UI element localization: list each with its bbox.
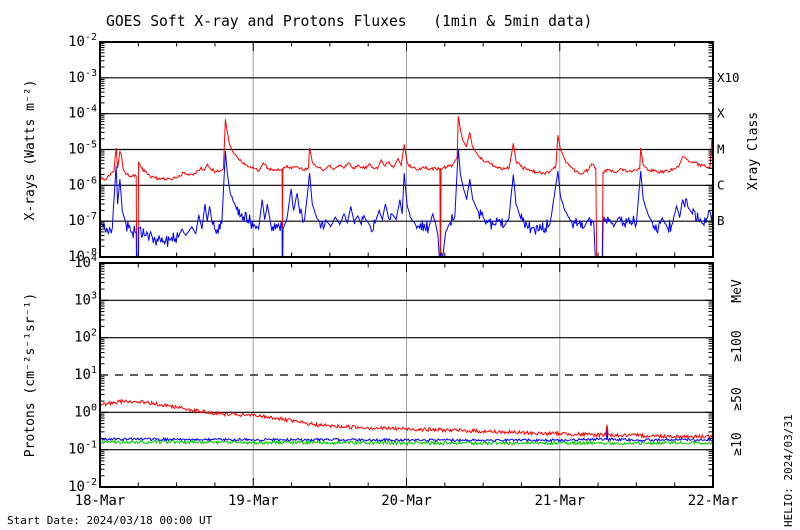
xray-y-axis-label: X-rays (Watts m⁻²)	[23, 80, 38, 221]
proton-panel-curves	[100, 398, 713, 447]
y-tick-label: 102	[74, 328, 97, 346]
proton-energy-label-3: ≥10	[730, 432, 745, 455]
xray-short-05-4A-curve	[100, 149, 713, 257]
proton-energy-label-2: ≥50	[730, 387, 745, 410]
chart-graphics: 10-210-310-410-510-610-710-8X10XMCB10410…	[68, 32, 745, 509]
xray-panel: 10-2 10-3 10-4 10-5 10-6 10-7 10-8 X10 X M C B	[68, 32, 740, 265]
y-tick-label: 101	[74, 365, 97, 383]
xray-class-label-B: B	[717, 213, 725, 228]
proton-y-axis-label: Protons (cm⁻²s⁻¹sr⁻¹)	[23, 293, 38, 457]
xray-class-label-X: X	[717, 106, 725, 121]
y-tick-label: 10-8	[68, 247, 97, 265]
xray-class-label-M: M	[717, 142, 725, 157]
xray-class-label-X10: X10	[717, 70, 740, 85]
xray-panel-ticks	[99, 42, 714, 257]
x-tick-label-18-Mar: 18-Mar	[75, 493, 126, 509]
y-tick-label: 10-4	[68, 104, 97, 122]
protons-ge100MeV-curve	[100, 439, 713, 447]
helio-watermark: HELIO: 2024/03/31	[782, 414, 795, 527]
x-tick-label-21-Mar: 21-Mar	[534, 493, 585, 509]
y-tick-label: 10-2	[68, 477, 97, 495]
xray-panel-curves	[100, 116, 713, 257]
xray-long-1-8A-curve	[100, 116, 713, 257]
y-tick-label: 10-6	[68, 175, 97, 193]
x-tick-label-20-Mar: 20-Mar	[381, 493, 432, 509]
y-tick-label: 10-7	[68, 211, 97, 229]
y-tick-label: 10-3	[68, 68, 97, 86]
x-tick-label-22-Mar: 22-Mar	[688, 493, 739, 509]
y-tick-label: 100	[74, 402, 97, 420]
protons-ge10MeV-curve	[100, 398, 713, 440]
proton-energy-label-0: MeV	[730, 279, 745, 303]
proton-panel-ticks	[99, 263, 714, 487]
y-tick-label: 10-1	[68, 440, 97, 458]
proton-energy-label-1: ≥100	[730, 330, 745, 361]
start-date-label: Start Date: 2024/03/18 00:00 UT	[7, 514, 213, 527]
protons-ge50MeV-curve	[100, 426, 713, 443]
y-tick-label: 103	[74, 290, 97, 308]
y-tick-label: 104	[74, 253, 97, 271]
y-tick-label: 10-2	[68, 32, 97, 50]
proton-panel: 104 103 102 101 100 10-1 10-2 MeV ≥100 ≥50 ≥10	[68, 253, 745, 495]
y-tick-label: 10-5	[68, 140, 97, 158]
xray-class-label-C: C	[717, 177, 725, 192]
xray-class-axis-label: Xray Class	[746, 112, 761, 190]
x-tick-label-19-Mar: 19-Mar	[228, 493, 279, 509]
chart-title: GOES Soft X-ray and Protons Fluxes (1min…	[106, 13, 592, 30]
